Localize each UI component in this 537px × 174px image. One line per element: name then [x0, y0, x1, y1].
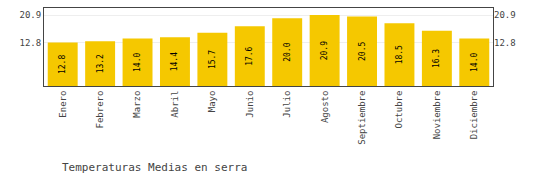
svg-text:Marzo: Marzo: [132, 91, 142, 118]
svg-text:20.0: 20.0: [283, 42, 292, 61]
svg-text:17.6: 17.6: [245, 46, 254, 65]
svg-text:18.5: 18.5: [395, 45, 404, 64]
svg-text:Agosto: Agosto: [320, 91, 330, 124]
svg-text:12.8: 12.8: [20, 38, 42, 48]
svg-text:20.9: 20.9: [320, 41, 329, 60]
svg-text:Mayo: Mayo: [207, 91, 217, 113]
svg-text:13.2: 13.2: [96, 54, 105, 73]
svg-text:15.7: 15.7: [208, 50, 217, 69]
svg-text:Abril: Abril: [170, 91, 180, 118]
svg-text:Diciembre: Diciembre: [469, 91, 479, 140]
svg-text:20.9: 20.9: [20, 10, 42, 20]
svg-text:Junio: Junio: [245, 91, 255, 118]
svg-text:Septiembre: Septiembre: [357, 91, 367, 145]
svg-text:12.8: 12.8: [494, 38, 516, 48]
svg-text:Octubre: Octubre: [394, 91, 404, 129]
svg-text:Febrero: Febrero: [95, 91, 105, 129]
svg-text:14.0: 14.0: [470, 53, 479, 72]
svg-text:20.5: 20.5: [358, 42, 367, 61]
svg-text:Temperaturas Medias en serra: Temperaturas Medias en serra: [62, 161, 247, 174]
svg-text:16.3: 16.3: [432, 49, 441, 68]
svg-text:14.0: 14.0: [133, 53, 142, 72]
svg-text:Noviembre: Noviembre: [432, 91, 442, 140]
svg-text:Julio: Julio: [282, 91, 292, 118]
svg-text:14.4: 14.4: [170, 52, 179, 71]
svg-text:12.8: 12.8: [58, 55, 67, 74]
svg-text:Enero: Enero: [58, 91, 68, 118]
svg-text:20.9: 20.9: [494, 10, 516, 20]
